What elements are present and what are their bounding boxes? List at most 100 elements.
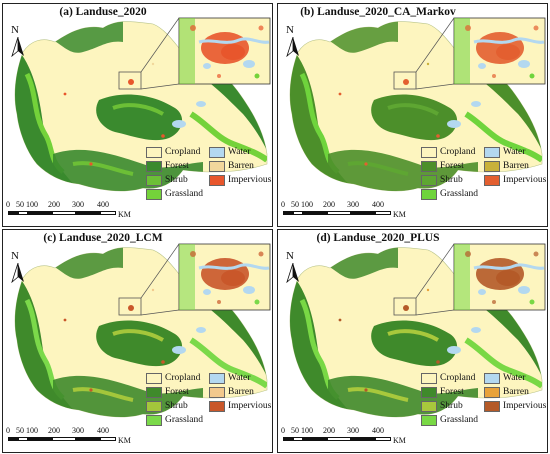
scale-tick-label: 400 [97, 426, 109, 435]
scale-segment [351, 437, 375, 441]
scale-tick-label: 200 [323, 426, 335, 435]
legend-swatch [209, 146, 225, 158]
scale-segment [8, 211, 18, 215]
scale-segment [303, 211, 327, 215]
scale-segment [28, 211, 52, 215]
legend-item: Barren [484, 160, 529, 172]
north-arrow: N [10, 24, 28, 58]
legend-swatch [484, 372, 500, 384]
legend-label: Forest [165, 387, 189, 397]
scale-tick-label: 100 [26, 426, 38, 435]
legend-swatch [421, 174, 437, 186]
legend-swatch [421, 386, 437, 398]
legend-label: Impervious [503, 175, 547, 185]
legend-swatch [146, 188, 162, 200]
legend-swatch [484, 146, 500, 158]
legend-item: Forest [421, 386, 464, 398]
north-arrow-icon [286, 37, 299, 57]
scale-segment [303, 437, 327, 441]
legend-item: Shrub [421, 400, 463, 412]
legend-swatch [209, 400, 225, 412]
legend-swatch [484, 386, 500, 398]
north-arrow: N [285, 250, 303, 284]
north-arrow: N [10, 250, 28, 284]
legend-swatch [209, 386, 225, 398]
legend-item: Grassland [421, 414, 478, 426]
legend-item: Grassland [146, 414, 203, 426]
north-label: N [286, 250, 294, 262]
legend-item: Shrub [146, 174, 188, 186]
panel-title: (c) Landuse_2020_LCM [43, 232, 163, 244]
scale-segment [351, 211, 375, 215]
legend-label: Impervious [503, 401, 547, 411]
scale-segment [327, 437, 351, 441]
scale-tick-label: 400 [97, 200, 109, 209]
scale-tick-label: 300 [347, 200, 359, 209]
scale-segment [76, 211, 100, 215]
legend-swatch [146, 414, 162, 426]
legend-swatch [421, 372, 437, 384]
legend-item: Water [484, 372, 525, 384]
legend-label: Cropland [165, 373, 201, 383]
scale-tick-label: 400 [372, 200, 384, 209]
scale-unit: KM [118, 210, 131, 219]
legend-item: Shrub [421, 174, 463, 186]
legend-swatch [146, 160, 162, 172]
north-arrow-icon [11, 37, 24, 57]
scale-segment [100, 437, 116, 441]
legend-swatch [484, 160, 500, 172]
north-arrow-icon [286, 263, 299, 283]
legend-label: Barren [228, 387, 254, 397]
legend-label: Water [228, 373, 251, 383]
legend-label: Forest [165, 161, 189, 171]
legend-label: Cropland [165, 147, 201, 157]
legend-swatch [146, 400, 162, 412]
legend-item: Water [209, 372, 250, 384]
legend-item: Forest [421, 160, 464, 172]
legend-swatch [421, 146, 437, 158]
scale-tick-label: 300 [72, 200, 84, 209]
scale-bar: 0 50 100 200 300 400 KM [281, 426, 421, 450]
scale-segment [375, 437, 391, 441]
scale-tick-label: 100 [301, 200, 313, 209]
land-use-map [289, 243, 546, 418]
legend-item: Water [209, 146, 250, 158]
legend-item: Impervious [484, 400, 546, 412]
legend-label: Water [503, 147, 526, 157]
legend-label: Grassland [440, 415, 478, 425]
land-use-map [289, 17, 546, 192]
legend-label: Forest [440, 161, 464, 171]
legend-label: Cropland [440, 147, 476, 157]
scale-segment [293, 211, 303, 215]
legend-item: Barren [484, 386, 529, 398]
scale-tick-label: 50 [291, 200, 299, 209]
scale-segment [18, 211, 28, 215]
legend-label: Impervious [228, 175, 272, 185]
scale-segment [283, 437, 293, 441]
scale-tick-label: 400 [372, 426, 384, 435]
scale-segment [283, 211, 293, 215]
scale-unit: KM [118, 436, 131, 445]
scale-unit: KM [393, 436, 406, 445]
scale-segment [8, 437, 18, 441]
legend-swatch [421, 400, 437, 412]
legend-item: Barren [209, 386, 254, 398]
map-panel: (d) Landuse_2020_PLUS N Cropland Water [277, 229, 548, 453]
legend-label: Shrub [440, 401, 463, 411]
scale-tick-label: 50 [16, 200, 24, 209]
legend-item: Impervious [209, 174, 271, 186]
north-arrow-icon [11, 263, 24, 283]
scale-segment [76, 437, 100, 441]
scale-tick-label: 0 [6, 426, 10, 435]
legend-item: Cropland [146, 146, 200, 158]
legend-label: Water [228, 147, 251, 157]
legend-swatch [146, 386, 162, 398]
panel-title: (d) Landuse_2020_PLUS [316, 232, 440, 244]
scale-tick-label: 300 [72, 426, 84, 435]
north-label: N [286, 24, 294, 36]
legend-label: Grassland [440, 189, 478, 199]
scale-segment [18, 437, 28, 441]
map-panel: (c) Landuse_2020_LCM N Cropland Water [2, 229, 273, 453]
legend-label: Barren [228, 161, 254, 171]
scale-segment [52, 211, 76, 215]
